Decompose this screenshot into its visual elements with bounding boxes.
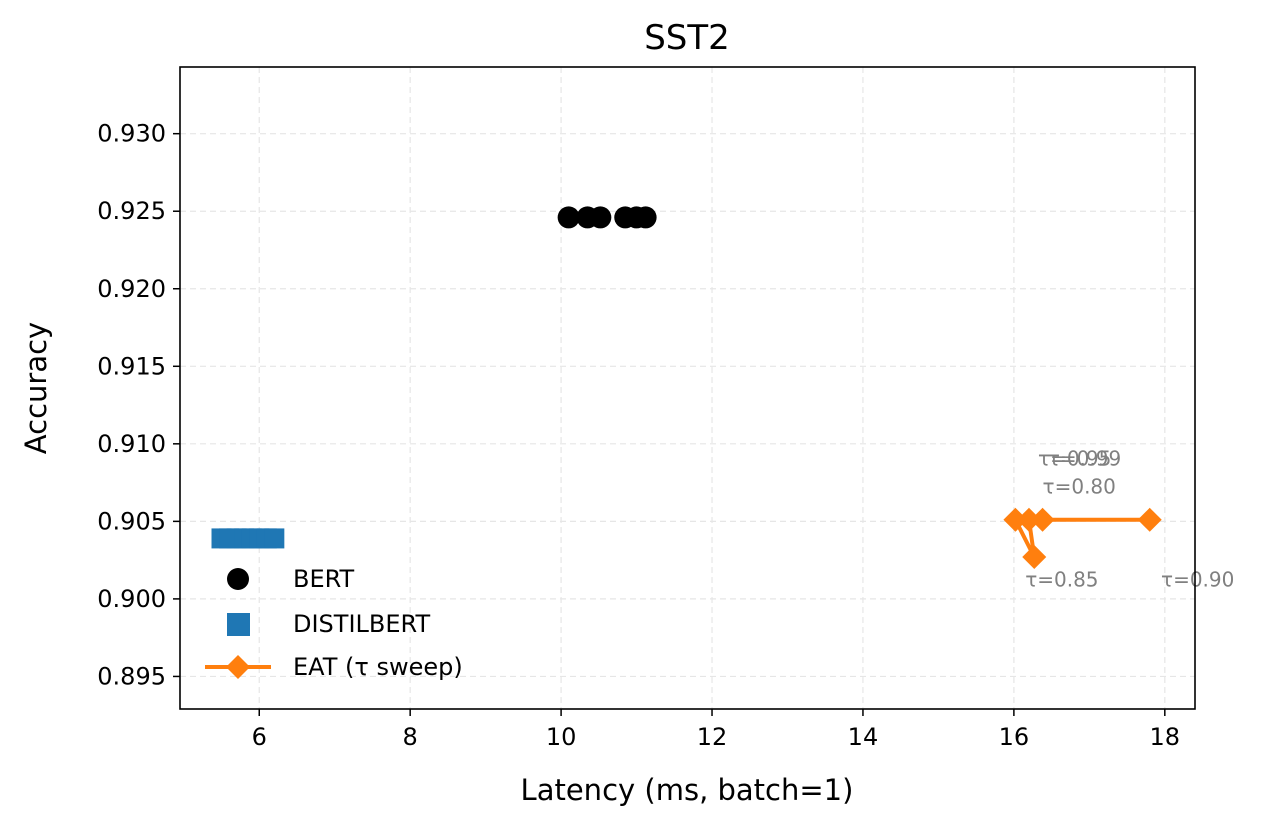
tau-annotation: τ=0.85 [1025,567,1098,591]
y-tick-label: 0.920 [97,275,166,303]
legend-marker-eat [226,655,250,679]
tau-annotation: τ=0.95 [1038,447,1111,471]
y-tick-label: 0.900 [97,585,166,613]
x-tick-label: 14 [848,723,879,751]
plot-frame [179,66,1196,710]
y-tick-label: 0.925 [97,197,166,225]
legend-label-eat: EAT (τ sweep) [293,653,463,681]
x-tick-label: 18 [1150,723,1181,751]
series-layer [211,206,1162,570]
data-point-eat [1030,507,1055,532]
chart-title: SST2 [644,18,730,58]
x-axis-title: Latency (ms, batch=1) [521,773,854,807]
data-point-bert [557,206,580,229]
x-tick-label: 12 [697,723,728,751]
data-point-eat [1022,545,1047,570]
tau-annotation: τ=0.99 [1048,447,1121,471]
y-tick-label: 0.895 [97,662,166,690]
y-tick-label: 0.905 [97,507,166,535]
legend-label-bert: BERT [293,565,355,593]
y-tick-label: 0.930 [97,120,166,148]
x-tick-label: 16 [999,723,1030,751]
data-point-eat [1016,507,1041,532]
y-tick-label: 0.910 [97,430,166,458]
y-tick-label: 0.915 [97,352,166,380]
tau-annotation: τ=0.80 [1043,474,1116,498]
data-point-bert [589,206,612,229]
legend: BERT DISTILBERT EAT (τ sweep) [205,565,463,681]
data-point-distilbert [264,528,285,549]
x-tick-label: 8 [403,723,418,751]
tau-annotation: τ=0.90 [1161,567,1234,591]
legend-marker-bert [227,568,249,590]
data-point-eat [1137,507,1162,532]
annotations-layer: τ=0.95τ=0.99 τ=0.80 τ=0.85 τ=0.90 [1025,447,1234,592]
legend-label-distilbert: DISTILBERT [293,610,430,638]
x-tick-label: 10 [546,723,577,751]
data-point-bert [634,206,657,229]
data-point-eat [1003,507,1028,532]
ticks-layer: 6 8 10 12 14 16 18 0.895 0.900 0.905 0.910 0.915 0.9… [97,120,1180,751]
legend-marker-distilbert [227,613,250,636]
y-axis-title: Accuracy [19,322,53,454]
x-tick-label: 6 [252,723,267,751]
